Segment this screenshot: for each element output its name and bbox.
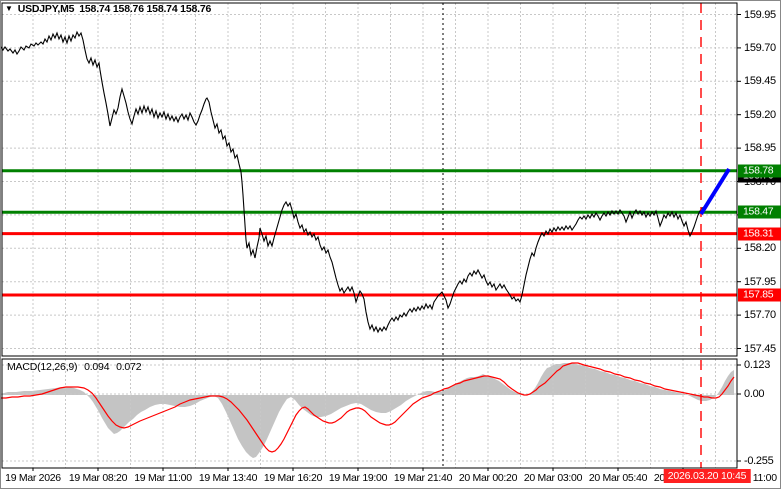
price-line [0, 30, 706, 334]
macd-axis-label: 0.123 [744, 359, 771, 371]
price-axis-label: 159.70 [744, 41, 776, 54]
price-axis-label: 159.45 [744, 75, 776, 88]
support-price-badge: 158.47 [738, 205, 781, 219]
macd-axis-label: -0.255 [744, 455, 774, 467]
chart-title-bar: ▼ USDJPY,M5 158.74 158.76 158.74 158.76 [5, 3, 211, 15]
symbol-period-label: USDJPY,M5 [17, 3, 75, 15]
time-axis-label: 20 Mar 03:00 [523, 472, 583, 484]
macd-histogram [0, 363, 734, 458]
trend-arrow [699, 167, 731, 216]
macd-name: MACD(12,26,9) [7, 361, 78, 373]
macd-main-value: 0.094 [84, 361, 110, 373]
level-price-badge: 158.31 [738, 227, 781, 241]
time-axis-label: 19 Mar 19:00 [328, 472, 388, 484]
price-axis-label: 157.95 [744, 275, 776, 288]
price-axis-label: 158.20 [744, 242, 776, 255]
price-axis-label: 159.95 [744, 8, 776, 21]
current-time-badge: 2026.03.20 10:45 [663, 469, 751, 483]
price-axis-label: 158.95 [744, 142, 776, 155]
macd-signal-line [0, 362, 735, 453]
price-axis-label: 157.70 [744, 309, 776, 322]
macd-pane-border [1, 358, 738, 469]
price-axis-label: 157.45 [744, 342, 776, 355]
macd-indicator-label: MACD(12,26,9) 0.094 0.072 [7, 361, 145, 373]
time-axis-label: 19 Mar 16:20 [263, 472, 323, 484]
price-axis-label: 159.20 [744, 108, 776, 121]
time-axis-label: 20 Mar 05:40 [588, 472, 648, 484]
macd-pane[interactable] [2, 359, 737, 468]
time-axis-label: 20 Mar 00:20 [458, 472, 518, 484]
symbol-dropdown-icon[interactable]: ▼ [5, 4, 13, 13]
time-axis-label: 19 Mar 21:40 [393, 472, 453, 484]
time-axis-label: 19 Mar 11:00 [134, 472, 192, 484]
macd-axis-label: 0.00 [744, 388, 765, 400]
main-chart-pane[interactable] [2, 3, 737, 356]
main-pane-border [1, 2, 738, 357]
resistance-price-badge: 158.78 [738, 164, 781, 177]
ohlc-values: 158.74 158.76 158.74 158.76 [79, 3, 212, 15]
macd-signal-value: 0.072 [116, 361, 142, 373]
time-axis-label: 19 Mar 2026 [5, 472, 61, 484]
time-axis-label: 19 Mar 13:40 [198, 472, 258, 484]
level-price-badge: 157.85 [738, 288, 781, 302]
time-axis-label: 19 Mar 08:20 [68, 472, 128, 484]
